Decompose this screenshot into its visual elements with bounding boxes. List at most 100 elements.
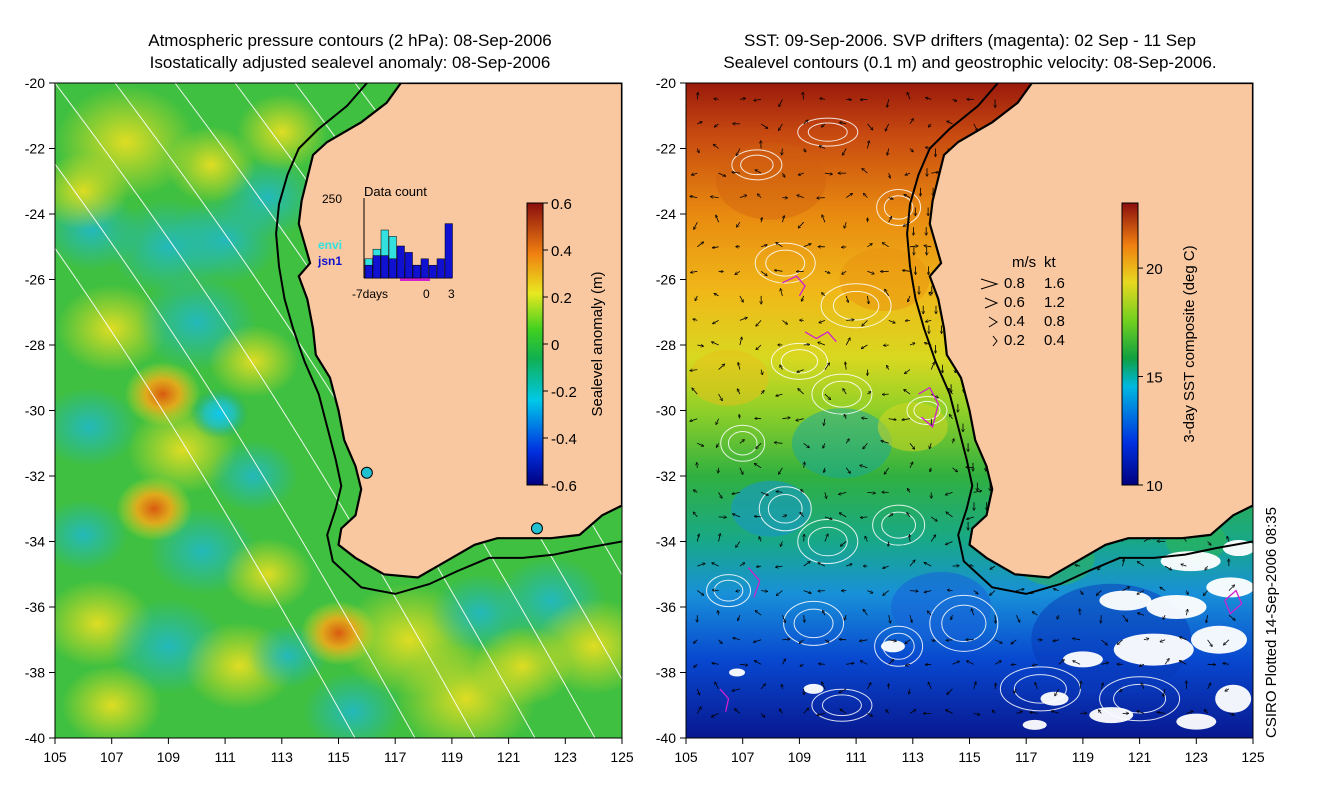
left-title: Atmospheric pressure contours (2 hPa): 0… (40, 30, 660, 74)
sla-colorbar: 0.6 0.4 0.2 0 -0.2 -0.4 -0.6 Sealevel anomaly … (526, 196, 606, 495)
velocity-arrow (926, 98, 932, 100)
velocity-arrow (930, 535, 935, 542)
y-tick-label: -28 (25, 337, 45, 353)
velocity-arrow (1223, 663, 1229, 664)
velocity-arrow (1101, 615, 1102, 623)
velocity-arrow (907, 513, 911, 518)
velocity-arrow (973, 590, 978, 594)
velocity-arrow (1122, 587, 1130, 591)
velocity-arrow (905, 320, 911, 321)
velocity-arrow (839, 639, 847, 640)
velocity-arrow (739, 664, 748, 665)
velocity-arrow (804, 148, 806, 152)
velocity-arrow (860, 517, 868, 518)
drifter-tracks (719, 275, 1243, 712)
velocity-arrow (759, 537, 761, 542)
velocity-arrow (803, 92, 804, 100)
velocity-arrow (696, 707, 701, 714)
velocity-arrow (928, 682, 932, 690)
velocity-arrow (888, 217, 892, 223)
y-tick-label: -34 (25, 534, 45, 550)
velocity-arrow (733, 638, 741, 641)
velocity-arrow (927, 611, 932, 616)
velocity-arrow (887, 365, 889, 370)
sst-colorbar-ticks: 20 15 10 (1138, 261, 1163, 495)
velocity-arrow (737, 389, 741, 395)
velocity-legend-ms: 0.2 (1004, 332, 1025, 349)
velocity-arrow (735, 270, 741, 274)
velocity-arrow (756, 320, 762, 326)
velocity-arrow (905, 369, 911, 374)
y-tick-label: -36 (25, 599, 45, 615)
velocity-arrow (776, 393, 783, 396)
colorbar-tick-label: 10 (1146, 478, 1163, 495)
x-tick-label: 105 (43, 749, 67, 765)
velocity-arrow (782, 515, 786, 517)
velocity-arrow (697, 563, 705, 567)
velocity-arrow (1228, 713, 1234, 714)
velocity-arrow (946, 710, 953, 714)
legend-envi: envi (318, 238, 342, 252)
velocity-arrow (1101, 639, 1107, 645)
drifter-track (918, 386, 939, 429)
velocity-arrow (779, 467, 783, 474)
inset-bar-jsn1 (420, 258, 429, 279)
velocity-arrow (931, 418, 932, 426)
velocity-arrow (736, 541, 741, 548)
velocity-arrow (1073, 661, 1081, 665)
velocity-arrow (862, 418, 868, 419)
velocity-arrow (973, 682, 976, 690)
left-axes: 105 107 109 111 113 115 117 119 121 123 125 -20 -22 -… (25, 75, 634, 765)
velocity-arrow (844, 222, 847, 228)
velocity-arrow (801, 490, 804, 493)
left-title-line-1: Atmospheric pressure contours (2 hPa): 0… (148, 31, 552, 50)
velocity-arrow (1179, 661, 1187, 665)
sealevel-contour (758, 486, 812, 532)
velocity-arrow (736, 591, 740, 592)
velocity-arrow (907, 489, 911, 493)
x-tick-label: 107 (100, 749, 124, 765)
velocity-arrow (846, 663, 854, 664)
velocity-arrow (737, 221, 741, 227)
velocity-legend-arrow (980, 278, 999, 290)
velocity-arrow (712, 342, 719, 346)
y-tick-label: -30 (25, 403, 45, 419)
velocity-arrow (692, 173, 698, 175)
velocity-arrow (736, 148, 741, 156)
cloud-patch (1089, 707, 1134, 724)
velocity-legend: m/s kt 0.8 1.6 0.6 1.2 0.4 0.8 0.2 0.4 (980, 254, 1065, 349)
velocity-arrow (824, 516, 832, 519)
y-tick-label: -22 (25, 141, 45, 157)
velocity-arrow (798, 389, 804, 395)
velocity-arrow (817, 713, 825, 715)
velocity-arrow (803, 590, 811, 594)
velocity-arrow (1164, 565, 1171, 570)
x-tick-label: 123 (1185, 749, 1209, 765)
cloud-patch (1022, 719, 1047, 730)
velocity-arrow (1054, 589, 1059, 591)
y-tick-label: -34 (656, 534, 676, 550)
sealevel-contour (780, 349, 819, 374)
sla-blob (208, 440, 299, 512)
velocity-arrow (818, 591, 825, 592)
velocity-arrow (973, 123, 978, 131)
velocity-arrow (739, 318, 747, 321)
velocity-arrow (757, 194, 762, 198)
velocity-arrow (739, 563, 745, 567)
sla-blob (222, 538, 313, 611)
velocity-arrow (780, 365, 783, 370)
sealevel-contour (767, 493, 803, 524)
sealevel-contour (797, 117, 859, 147)
velocity-arrow (842, 247, 847, 248)
velocity-arrow (754, 464, 762, 469)
inset-window-marker (400, 278, 430, 281)
velocity-arrow (842, 270, 847, 274)
right-title-line-1: SST: 09-Sep-2006. SVP drifters (magenta)… (743, 31, 1196, 50)
velocity-arrow (1122, 614, 1128, 621)
x-tick-label: 119 (441, 749, 464, 765)
velocity-arrow (691, 271, 698, 272)
velocity-arrow (929, 443, 931, 448)
velocity-arrow (1225, 689, 1230, 691)
y-tick-label: -20 (656, 75, 676, 91)
velocity-arrow (817, 198, 825, 199)
